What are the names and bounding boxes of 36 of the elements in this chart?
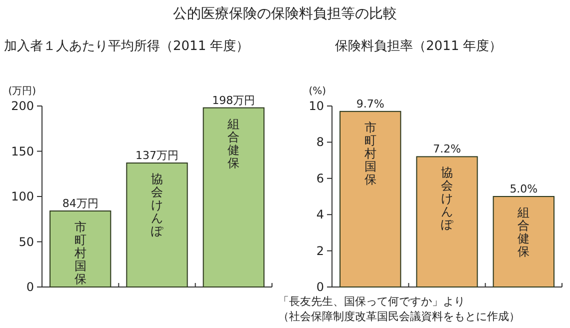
y-tick-label: 150 [11, 144, 34, 158]
x-tick-label: 市町村国保 [73, 220, 86, 286]
y-axis-title: (万円) [8, 86, 36, 97]
bar [50, 210, 112, 288]
data-label: 84万円 [62, 196, 98, 210]
y-tick-label: 200 [11, 99, 34, 113]
chart-title: 公的医療保険の保険料負担等の比較 [173, 6, 397, 22]
bar [202, 107, 264, 288]
data-label: 137万円 [136, 149, 178, 162]
x-tick-label: 協会けんぽ [151, 172, 164, 238]
chart-subtitle: 加入者１人あたり平均所得（2011 年度） [4, 38, 250, 54]
bar [340, 110, 402, 288]
x-tick-label: 組合健保 [226, 116, 240, 170]
bar [492, 196, 554, 288]
x-tick-label: 協会けんぽ [441, 166, 454, 232]
data-label: 198万円 [212, 94, 256, 107]
y-tick-label: 8 [316, 135, 324, 150]
y-axis-title: (%) [308, 86, 326, 97]
x-tick-label: 市町村国保 [363, 120, 376, 186]
data-label: 9.7% [356, 97, 384, 110]
data-label: 7.2% [433, 142, 461, 156]
y-tick-label: 4 [316, 208, 324, 222]
y-tick-label: 100 [11, 190, 34, 204]
y-tick-label: 0 [316, 280, 324, 294]
chart-title: 保険料負担率（2011 年度） [335, 38, 502, 54]
y-tick-label: 2 [316, 244, 324, 258]
data-label: 5.0% [510, 182, 538, 196]
y-tick-label: 10 [308, 99, 324, 113]
bar [416, 156, 478, 288]
text: （社会保障制度改革国民会議資料をもとに作成） [278, 310, 520, 323]
y-tick-label: 0 [26, 280, 34, 294]
text: 「長友先生、国保って何ですか」より [278, 295, 465, 308]
bar [126, 162, 188, 288]
x-tick-label: 組合健保 [516, 206, 530, 258]
y-tick-label: 50 [18, 234, 34, 249]
y-tick-label: 6 [316, 171, 324, 186]
